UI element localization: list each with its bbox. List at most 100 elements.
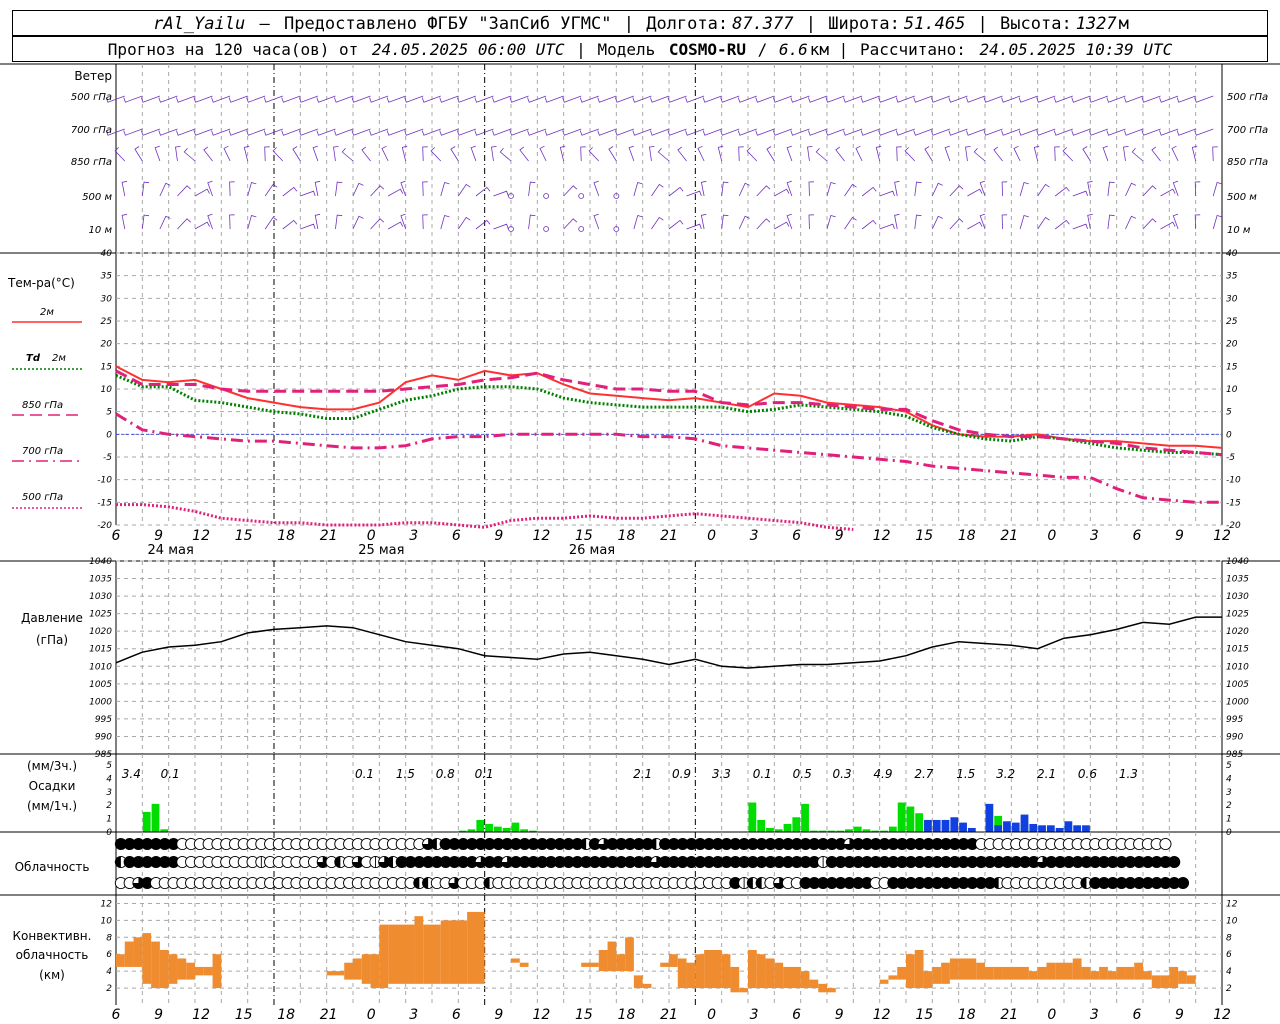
mid-hour-label: 15 <box>915 528 933 544</box>
cloud-fill-full <box>615 838 627 850</box>
pressure-line <box>115 616 1222 669</box>
conv-cloud-bar <box>212 954 222 989</box>
cloud-cover-symbol <box>158 837 171 851</box>
cloud-fill-full <box>422 856 434 868</box>
wind-barb <box>879 223 895 230</box>
wind-barb <box>1194 95 1214 103</box>
cloud-fill-three-quarter <box>317 856 329 868</box>
temp-ytick-left: 30 <box>101 294 113 304</box>
cloud-fill-three-quarter <box>475 856 487 868</box>
wind-barb <box>657 147 670 162</box>
cloud-cover-symbol <box>922 855 935 869</box>
cloud-fill-full <box>519 838 531 850</box>
cloud-fill-full <box>1133 877 1145 889</box>
wind-barb <box>1001 214 1008 230</box>
cloud-cover-symbol <box>781 837 795 851</box>
cloud-cover-symbol <box>904 876 917 890</box>
wind-barb <box>904 147 916 162</box>
cloud-fill-full <box>624 856 636 868</box>
wind-barb <box>1141 95 1161 103</box>
cloud-cover-symbol <box>509 837 522 851</box>
cloud-cover-symbol <box>114 837 127 851</box>
wind-barb <box>439 95 459 103</box>
wind-barb <box>1125 182 1137 197</box>
wind-barb <box>1054 146 1060 162</box>
conv-cloud-bar <box>721 954 731 989</box>
cloud-fill-full <box>1168 856 1180 868</box>
cloud-cover-symbol <box>720 855 733 869</box>
wind-barb <box>474 128 494 136</box>
prec-unit-1h: (мм/1ч.) <box>27 799 77 813</box>
cloud-cover-symbol <box>141 876 154 890</box>
rain-bar <box>766 827 774 832</box>
cloud-fill-full <box>589 856 601 868</box>
cloud-fill-full <box>738 838 750 850</box>
cloud-cover-symbol <box>843 837 856 851</box>
cloud-cover-symbol <box>1045 855 1058 869</box>
conv-cloud-bar <box>976 962 985 980</box>
bottom-hour-label: 9 <box>154 1007 163 1023</box>
wind-barb <box>207 180 213 197</box>
cloud-cover-symbol <box>1176 876 1190 890</box>
mid-hour-label: 6 <box>1132 528 1141 544</box>
cloud-cover-symbol <box>790 837 803 851</box>
cloud-fill-full <box>817 877 829 889</box>
wind-barb <box>597 95 617 103</box>
cloud-fill-full <box>141 838 153 850</box>
temp-ytick-left: 15 <box>101 362 113 372</box>
temp-series-Td-2м <box>115 374 1223 457</box>
cloud-fill-full <box>1115 856 1128 868</box>
wind-barb <box>1088 95 1109 103</box>
wind-barb <box>114 147 126 162</box>
bottom-hour-label: 0 <box>1047 1007 1056 1023</box>
bottom-hour-label: 18 <box>958 1007 976 1023</box>
wind-barb <box>387 188 404 197</box>
wind-barb <box>1036 128 1056 136</box>
bottom-hour-label: 3 <box>1090 1007 1099 1023</box>
pres-ytick-right: 1030 <box>1226 592 1249 602</box>
conv-cloud-bar <box>827 988 836 993</box>
cloud-fill-full <box>773 856 785 868</box>
pres-ytick-left: 1010 <box>89 662 112 672</box>
temp-title: Тем-ра(°C) <box>7 276 75 290</box>
wind-barb <box>404 95 424 103</box>
cloud-cover-symbol <box>650 855 663 869</box>
cloud-fill-full <box>492 856 504 868</box>
conv-cloud-bar <box>941 962 950 984</box>
wind-barb <box>755 128 775 136</box>
cloud-cover-symbol <box>518 837 531 851</box>
wind-barb <box>123 128 143 136</box>
wind-barb <box>272 147 284 162</box>
cloud-cover-symbol <box>167 837 180 851</box>
cloud-cover-symbol <box>404 855 417 869</box>
cloud-cover-symbol <box>1018 855 1032 869</box>
cloud-fill-full <box>167 856 180 868</box>
temp-ytick-right: 0 <box>1226 430 1232 440</box>
conv-cloud-bar <box>642 983 652 989</box>
wind-barb <box>1176 128 1196 136</box>
cloud-fill-full <box>1063 856 1075 868</box>
cloud-fill-full <box>949 856 961 868</box>
cloud-fill-full <box>562 838 575 850</box>
calc-time: 24.05.2025 10:39 UTC <box>979 40 1173 59</box>
wind-barb <box>861 219 877 230</box>
cloud-fill-full <box>510 856 522 868</box>
temp-ytick-left: -5 <box>103 453 112 463</box>
wind-barb <box>491 146 497 162</box>
wind-barb <box>808 128 828 136</box>
wind-barb <box>341 147 354 162</box>
bottom-hour-label: 15 <box>235 1007 253 1023</box>
cloud-fill-full <box>1080 856 1093 868</box>
cloud-fill-half <box>422 877 429 889</box>
pres-ytick-right: 990 <box>1226 732 1243 742</box>
prec-ytick-left: 1 <box>106 815 112 825</box>
wind-barb <box>738 215 750 230</box>
prec-total-3h: 2.1 <box>1037 767 1056 781</box>
bottom-hour-label: 9 <box>494 1007 503 1023</box>
cloud-cover-symbol <box>939 837 953 851</box>
cloud-cover-symbol <box>149 855 163 869</box>
mid-hour-label: 18 <box>958 528 976 544</box>
conv-cloud-bar <box>625 937 634 972</box>
wind-barb <box>386 128 406 136</box>
cloud-cover-symbol <box>755 876 768 890</box>
